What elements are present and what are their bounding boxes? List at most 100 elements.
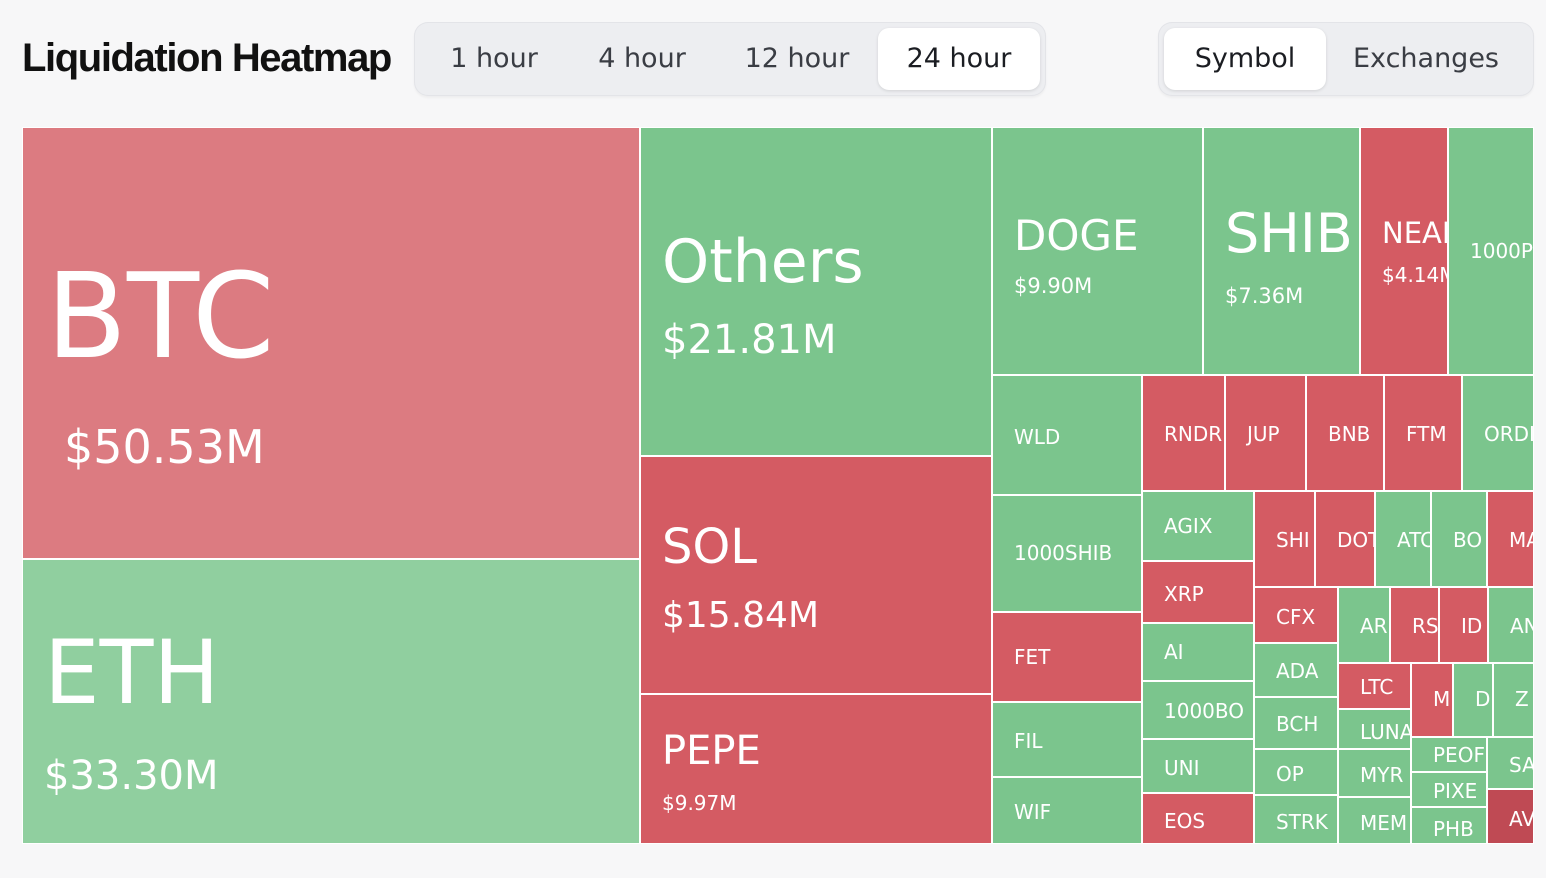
tile-doge-label: DOGE xyxy=(1014,211,1138,260)
tile-1000pepe-rect[interactable] xyxy=(1447,127,1534,376)
tile-shib[interactable]: SHIB $7.36M xyxy=(1202,127,1361,376)
tile-phb-label: PHB xyxy=(1433,817,1474,841)
tile-av-rect[interactable] xyxy=(1486,788,1534,844)
tile-ai-rect[interactable] xyxy=(1141,622,1255,682)
tile-btc-value: $50.53M xyxy=(64,420,265,474)
tile-pepe-label: PEPE xyxy=(662,728,761,774)
tile-sa[interactable]: SA xyxy=(1486,736,1534,790)
tab-symbol[interactable]: Symbol xyxy=(1164,28,1326,90)
tile-bch-rect[interactable] xyxy=(1253,696,1339,750)
tile-1000shib[interactable]: 1000SHIB xyxy=(991,494,1143,613)
tile-shi[interactable]: SHI xyxy=(1253,490,1316,588)
tile-ordi-rect[interactable] xyxy=(1461,374,1534,492)
tile-wld[interactable]: WLD xyxy=(991,374,1143,496)
tile-an[interactable]: AN xyxy=(1487,586,1534,664)
tile-doge[interactable]: DOGE $9.90M xyxy=(991,127,1204,376)
tile-strk[interactable]: STRK xyxy=(1253,794,1339,844)
tile-av[interactable]: AV xyxy=(1486,788,1534,844)
tile-btc[interactable]: BTC $50.53M xyxy=(22,127,641,560)
tile-fet-rect[interactable] xyxy=(991,611,1143,703)
tile-ar-rect[interactable] xyxy=(1337,586,1391,664)
tile-fet[interactable]: FET xyxy=(991,611,1143,703)
tile-near-rect[interactable] xyxy=(1359,127,1449,376)
tile-rs[interactable]: RS xyxy=(1389,586,1440,664)
tile-jup[interactable]: JUP xyxy=(1224,374,1307,492)
tile-others[interactable]: Others $21.81M xyxy=(639,127,993,457)
tile-op[interactable]: OP xyxy=(1253,748,1339,796)
tile-agix[interactable]: AGIX xyxy=(1141,490,1255,562)
tile-ai[interactable]: AI xyxy=(1141,622,1255,682)
tile-ftm[interactable]: FTM xyxy=(1383,374,1463,492)
tile-id-rect[interactable] xyxy=(1438,586,1489,664)
tile-op-rect[interactable] xyxy=(1253,748,1339,796)
tile-1000pepe[interactable]: 1000PEPE xyxy=(1447,127,1534,376)
tile-fil[interactable]: FIL xyxy=(991,701,1143,778)
tile-1000pepe-label: 1000PEPE xyxy=(1470,239,1534,263)
tile-shi-rect[interactable] xyxy=(1253,490,1316,588)
tile-btc-rect[interactable] xyxy=(22,127,641,560)
tile-bnb[interactable]: BNB xyxy=(1305,374,1385,492)
tile-ltc[interactable]: LTC xyxy=(1337,662,1412,710)
tile-luna-rect[interactable] xyxy=(1337,708,1412,750)
tile-xrp[interactable]: XRP xyxy=(1141,560,1255,624)
tile-near[interactable]: NEAR $4.14M xyxy=(1359,127,1462,376)
tile-ordi[interactable]: ORDI xyxy=(1461,374,1534,492)
tile-phb-rect[interactable] xyxy=(1410,806,1488,844)
tile-cfx[interactable]: CFX xyxy=(1253,586,1339,644)
tile-1000bo[interactable]: 1000BO xyxy=(1141,680,1255,740)
tile-wif-label: WIF xyxy=(1014,800,1051,824)
tile-doge-rect[interactable] xyxy=(991,127,1204,376)
tile-sol-rect[interactable] xyxy=(639,455,993,695)
tile-pixe-rect[interactable] xyxy=(1410,771,1488,808)
tile-dot[interactable]: DOT xyxy=(1314,490,1381,588)
tile-uni[interactable]: UNI xyxy=(1141,738,1255,794)
tile-ar[interactable]: AR xyxy=(1337,586,1391,664)
tile-sol[interactable]: SOL $15.84M xyxy=(639,455,993,695)
tile-sa-rect[interactable] xyxy=(1486,736,1534,790)
tile-id-label: ID xyxy=(1461,614,1482,638)
tile-ordi-label: ORDI xyxy=(1484,422,1534,446)
tile-1000shib-rect[interactable] xyxy=(991,494,1143,613)
tile-cfx-rect[interactable] xyxy=(1253,586,1339,644)
tile-phb[interactable]: PHB xyxy=(1410,806,1488,844)
tab-1-hour[interactable]: 1 hour xyxy=(450,43,538,74)
tile-wif-rect[interactable] xyxy=(991,776,1143,844)
tile-luna[interactable]: LUNA xyxy=(1337,708,1414,750)
tile-ltc-rect[interactable] xyxy=(1337,662,1412,710)
tile-an-label: AN xyxy=(1510,614,1534,638)
tab-24-hour[interactable]: 24 hour xyxy=(878,28,1040,90)
tile-peof[interactable]: PEOF xyxy=(1410,736,1488,773)
tile-bnb-rect[interactable] xyxy=(1305,374,1385,492)
tile-pepe[interactable]: PEPE $9.97M xyxy=(639,693,993,844)
tab-4-hour[interactable]: 4 hour xyxy=(598,43,686,74)
tab-exchanges[interactable]: Exchanges xyxy=(1353,43,1499,74)
tile-atc[interactable]: ATC xyxy=(1374,490,1434,588)
tile-ada[interactable]: ADA xyxy=(1253,642,1339,698)
tile-jup-rect[interactable] xyxy=(1224,374,1307,492)
tile-id[interactable]: ID xyxy=(1438,586,1489,664)
tile-peof-label: PEOF xyxy=(1433,743,1485,767)
tile-xrp-rect[interactable] xyxy=(1141,560,1255,624)
tile-bch[interactable]: BCH xyxy=(1253,696,1339,750)
tab-12-hour[interactable]: 12 hour xyxy=(744,43,850,74)
tile-dot-rect[interactable] xyxy=(1314,490,1376,588)
tile-ma-rect[interactable] xyxy=(1486,490,1534,588)
tile-ftm-rect[interactable] xyxy=(1383,374,1463,492)
tile-wif[interactable]: WIF xyxy=(991,776,1143,844)
tile-ada-rect[interactable] xyxy=(1253,642,1339,698)
tile-eth-rect[interactable] xyxy=(22,558,641,844)
tile-myr[interactable]: MYR xyxy=(1337,748,1412,798)
tile-av-label: AV xyxy=(1509,807,1534,831)
tile-rndr[interactable]: RNDR xyxy=(1141,374,1226,492)
tile-mem[interactable]: MEM xyxy=(1337,796,1412,844)
tile-atc-rect[interactable] xyxy=(1374,490,1432,588)
tile-shib-label: SHIB xyxy=(1225,202,1353,265)
tile-eth[interactable]: ETH $33.30M xyxy=(22,558,641,844)
tile-bo[interactable]: BO xyxy=(1430,490,1488,588)
tile-myr-rect[interactable] xyxy=(1337,748,1412,798)
tile-pepe-rect[interactable] xyxy=(639,693,993,844)
tile-eos[interactable]: EOS xyxy=(1141,792,1255,844)
tile-pixe[interactable]: PIXE xyxy=(1410,771,1488,808)
tile-ma[interactable]: MA xyxy=(1486,490,1534,588)
tile-wld-label: WLD xyxy=(1014,425,1060,449)
